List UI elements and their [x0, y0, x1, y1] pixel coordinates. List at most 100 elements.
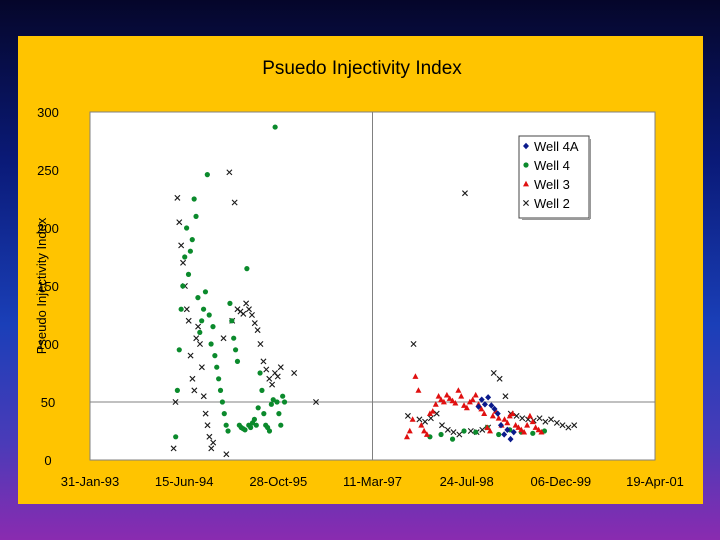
data-point-well-3	[461, 402, 468, 408]
data-point-well-4	[530, 430, 536, 436]
data-point-well-3	[406, 427, 413, 434]
x-tick-label: 24-Jul-98	[440, 474, 494, 489]
data-point-well-4	[257, 370, 263, 376]
x-tick-label: 11-Mar-97	[343, 474, 402, 489]
data-point-well-4a	[494, 410, 501, 417]
data-point-well-2	[461, 190, 468, 197]
data-point-well-2	[172, 399, 179, 405]
data-point-well-3	[524, 422, 531, 428]
data-point-well-4	[473, 429, 479, 435]
axes: 0 50 100 150 200 250 300 31-Jan-93 15-Jun-94 28-O…	[37, 105, 684, 489]
data-point-well-3	[452, 399, 459, 406]
data-point-well-2	[198, 364, 205, 371]
y-tick-label: 250	[37, 163, 59, 178]
data-point-well-2	[191, 387, 198, 394]
data-point-well-2	[195, 323, 202, 330]
data-point-well-2	[467, 428, 474, 434]
data-point-well-4	[248, 424, 254, 431]
legend-label: Well 2	[534, 196, 570, 211]
data-point-well-4a	[504, 426, 511, 434]
data-point-well-2	[189, 375, 196, 382]
y-axis-label: Pseudo Injectivity Index	[34, 217, 49, 354]
data-point-well-4	[193, 213, 199, 219]
data-point-well-2	[187, 352, 194, 359]
data-point-well-4	[242, 427, 248, 433]
data-point-well-4	[227, 300, 233, 306]
data-point-well-2	[183, 306, 190, 313]
data-point-well-3	[535, 426, 542, 433]
data-point-well-4	[191, 196, 197, 202]
data-point-well-4	[200, 306, 207, 312]
data-point-well-3	[529, 418, 536, 425]
data-point-well-4a	[501, 431, 508, 438]
data-point-well-2	[263, 366, 270, 373]
data-point-well-4	[210, 324, 216, 330]
data-point-well-2	[220, 335, 227, 342]
data-point-well-4	[272, 124, 278, 130]
data-point-well-2	[193, 335, 200, 342]
data-point-well-2	[519, 415, 526, 422]
data-point-well-2	[245, 306, 252, 313]
data-point-well-2	[277, 364, 284, 371]
data-point-well-4	[268, 401, 274, 407]
data-point-well-4a	[475, 403, 482, 410]
data-point-well-4a	[488, 402, 495, 409]
data-point-well-2	[513, 412, 520, 419]
data-point-well-3	[478, 405, 485, 412]
data-point-well-3	[532, 424, 539, 430]
data-point-well-2	[416, 416, 423, 423]
data-point-well-3	[526, 412, 533, 419]
data-point-well-3	[455, 387, 462, 393]
data-point-well-2	[496, 375, 503, 382]
data-point-well-2	[404, 412, 411, 419]
data-point-well-3	[472, 391, 479, 398]
data-point-well-4	[176, 347, 182, 353]
data-point-well-3	[515, 424, 522, 430]
data-point-well-4	[187, 248, 193, 254]
data-point-well-3	[432, 401, 439, 407]
data-point-well-4	[274, 399, 280, 405]
data-point-well-3	[426, 410, 433, 416]
data-point-well-4	[217, 387, 224, 393]
data-point-well-3	[412, 373, 419, 379]
data-point-well-3	[466, 398, 473, 405]
y-tick-label: 200	[37, 221, 59, 236]
data-point-well-4	[229, 318, 235, 324]
data-point-well-4a	[478, 396, 485, 403]
data-point-well-4	[259, 387, 265, 393]
data-point-well-2	[479, 426, 486, 433]
data-point-well-4	[278, 422, 284, 428]
data-point-well-3	[443, 391, 450, 398]
legend: Well 4A Well 4 Well 3 Well 2	[518, 135, 591, 220]
data-point-well-4	[276, 411, 282, 417]
legend-label: Well 4	[534, 158, 570, 173]
data-point-well-4	[212, 353, 218, 359]
data-point-well-4	[182, 254, 188, 260]
data-point-well-4	[184, 225, 190, 231]
data-point-well-4	[449, 436, 456, 442]
data-point-well-2	[269, 381, 276, 388]
data-point-well-3	[403, 433, 410, 440]
data-point-well-2	[450, 429, 457, 436]
data-point-well-4	[244, 266, 250, 272]
gridlines	[90, 112, 655, 460]
legend-label: Well 3	[534, 177, 570, 192]
data-point-well-2	[176, 219, 183, 226]
data-point-well-2	[210, 439, 217, 446]
scatter-chart: Psuedo Injectivity Index 0 50 100 150 200 250…	[34, 58, 684, 489]
data-point-well-2	[254, 327, 261, 334]
data-point-well-4	[251, 416, 258, 422]
data-point-well-4a	[485, 394, 492, 401]
data-point-well-4	[225, 428, 231, 434]
data-point-well-3	[440, 398, 447, 405]
data-point-well-2	[502, 393, 509, 400]
x-tick-label: 31-Jan-93	[61, 474, 120, 489]
data-point-well-2	[170, 445, 177, 452]
x-tick-label: 28-Oct-95	[249, 474, 307, 489]
data-point-well-2	[240, 310, 247, 317]
data-point-well-2	[291, 370, 298, 376]
data-point-well-2	[439, 422, 445, 429]
legend-marker	[523, 180, 529, 187]
data-point-well-3	[506, 412, 513, 419]
data-point-well-2	[178, 242, 185, 249]
